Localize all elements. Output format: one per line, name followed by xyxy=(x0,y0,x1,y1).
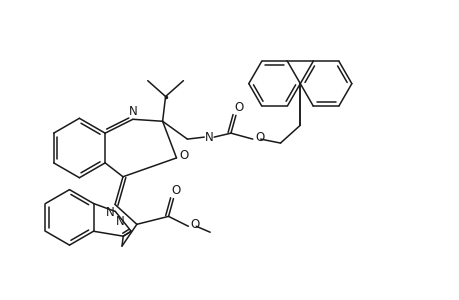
Text: N: N xyxy=(116,215,124,228)
Text: O: O xyxy=(190,218,200,231)
Text: O: O xyxy=(255,130,264,144)
Text: N: N xyxy=(128,105,137,118)
Text: N: N xyxy=(204,130,213,144)
Text: O: O xyxy=(172,184,181,197)
Text: N: N xyxy=(106,206,114,219)
Text: O: O xyxy=(234,101,243,114)
Text: O: O xyxy=(179,149,189,162)
